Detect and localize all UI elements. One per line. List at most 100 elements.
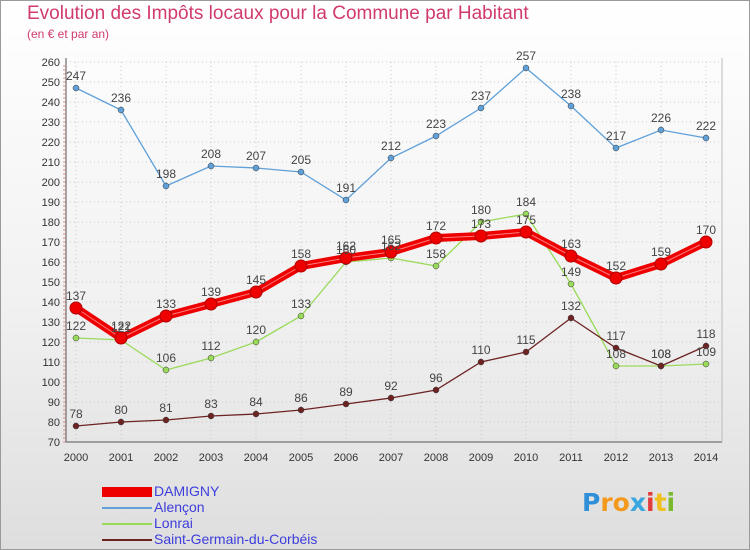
data-label: 86 — [294, 391, 308, 405]
logo-letter: x — [629, 488, 646, 517]
data-label: 108 — [651, 347, 671, 361]
data-label: 108 — [651, 347, 671, 361]
x-tick-label: 2014 — [694, 452, 718, 464]
data-point — [387, 394, 395, 402]
data-label: 236 — [111, 91, 131, 105]
data-point — [342, 400, 350, 408]
y-tick-label: 230 — [42, 117, 60, 129]
y-tick-label: 220 — [42, 137, 60, 149]
data-label: 133 — [156, 297, 176, 311]
y-tick-label: 150 — [42, 277, 60, 289]
data-label: 92 — [384, 379, 398, 393]
data-label: 122 — [66, 319, 86, 333]
y-tick-label: 140 — [42, 297, 60, 309]
data-point-damigny — [564, 249, 578, 263]
data-label: 212 — [381, 139, 401, 153]
data-label: 257 — [516, 49, 536, 63]
data-point — [297, 312, 305, 320]
data-point — [297, 406, 305, 414]
data-point — [432, 262, 440, 270]
x-tick-label: 2004 — [244, 452, 268, 464]
data-label: 162 — [381, 239, 401, 253]
data-label: 247 — [66, 69, 86, 83]
data-point — [702, 134, 710, 142]
data-point-damigny — [114, 331, 128, 345]
data-point — [612, 144, 620, 152]
legend-swatch-lonrai — [102, 523, 152, 525]
data-point — [207, 162, 215, 170]
data-point — [387, 154, 395, 162]
y-tick-label: 210 — [42, 157, 60, 169]
data-point-damigny — [654, 257, 668, 271]
y-tick-label: 250 — [42, 77, 60, 89]
data-label: 117 — [606, 329, 625, 343]
data-label: 108 — [606, 347, 626, 361]
data-point — [567, 314, 575, 322]
data-label: 112 — [201, 339, 220, 353]
chart-title: Evolution des Impôts locaux pour la Comm… — [27, 3, 529, 24]
y-tick-label: 170 — [42, 237, 60, 249]
data-point-damigny — [69, 301, 83, 315]
y-tick-label: 180 — [42, 217, 60, 229]
data-label: 96 — [429, 371, 443, 385]
data-point-damigny — [519, 225, 533, 239]
data-point — [117, 418, 125, 426]
proxiti-logo: Proxiti — [582, 488, 675, 517]
data-label: 172 — [426, 219, 446, 233]
data-label: 191 — [336, 181, 356, 195]
data-label: 121 — [111, 321, 131, 335]
x-tick-label: 2008 — [424, 452, 448, 464]
data-label: 175 — [516, 213, 536, 227]
data-label: 80 — [114, 403, 128, 417]
data-point — [252, 338, 260, 346]
data-point — [567, 280, 575, 288]
x-tick-label: 2001 — [109, 452, 133, 464]
data-point — [477, 104, 485, 112]
data-label: 118 — [696, 327, 715, 341]
y-tick-label: 240 — [42, 97, 60, 109]
data-label: 184 — [516, 195, 536, 209]
data-label: 158 — [291, 247, 311, 261]
data-point — [162, 416, 170, 424]
data-label: 207 — [246, 149, 266, 163]
legend-label-alencon: Alençon — [154, 499, 205, 515]
x-tick-label: 2007 — [379, 452, 403, 464]
data-point-damigny — [339, 251, 353, 265]
data-label: 223 — [426, 117, 446, 131]
data-label: 81 — [159, 401, 173, 415]
y-tick-label: 80 — [48, 417, 60, 429]
data-label: 162 — [336, 239, 356, 253]
logo-letter: P — [582, 488, 601, 517]
data-label: 173 — [471, 217, 491, 231]
data-label: 120 — [246, 323, 266, 337]
data-label: 237 — [471, 89, 491, 103]
data-point — [72, 84, 80, 92]
data-label: 89 — [339, 385, 353, 399]
data-point-damigny — [384, 245, 398, 259]
x-tick-label: 2011 — [559, 452, 583, 464]
data-point — [702, 360, 710, 368]
data-label: 110 — [471, 343, 490, 357]
data-point-damigny — [429, 231, 443, 245]
data-point — [72, 422, 80, 430]
data-point — [432, 132, 440, 140]
data-point — [477, 358, 485, 366]
data-label: 109 — [696, 345, 716, 359]
data-label: 205 — [291, 153, 311, 167]
data-point — [522, 210, 530, 218]
data-label: 133 — [291, 297, 311, 311]
data-label: 208 — [201, 147, 221, 161]
data-label: 139 — [201, 285, 221, 299]
logo-letter: t — [654, 488, 667, 517]
data-label: 160 — [336, 243, 356, 257]
y-tick-label: 100 — [42, 377, 60, 389]
data-point — [297, 168, 305, 176]
data-label: 78 — [69, 407, 83, 421]
y-tick-label: 160 — [42, 257, 60, 269]
data-point-damigny — [294, 259, 308, 273]
data-label: 198 — [156, 167, 176, 181]
x-tick-label: 2012 — [604, 452, 628, 464]
data-point — [612, 362, 620, 370]
data-point — [207, 412, 215, 420]
